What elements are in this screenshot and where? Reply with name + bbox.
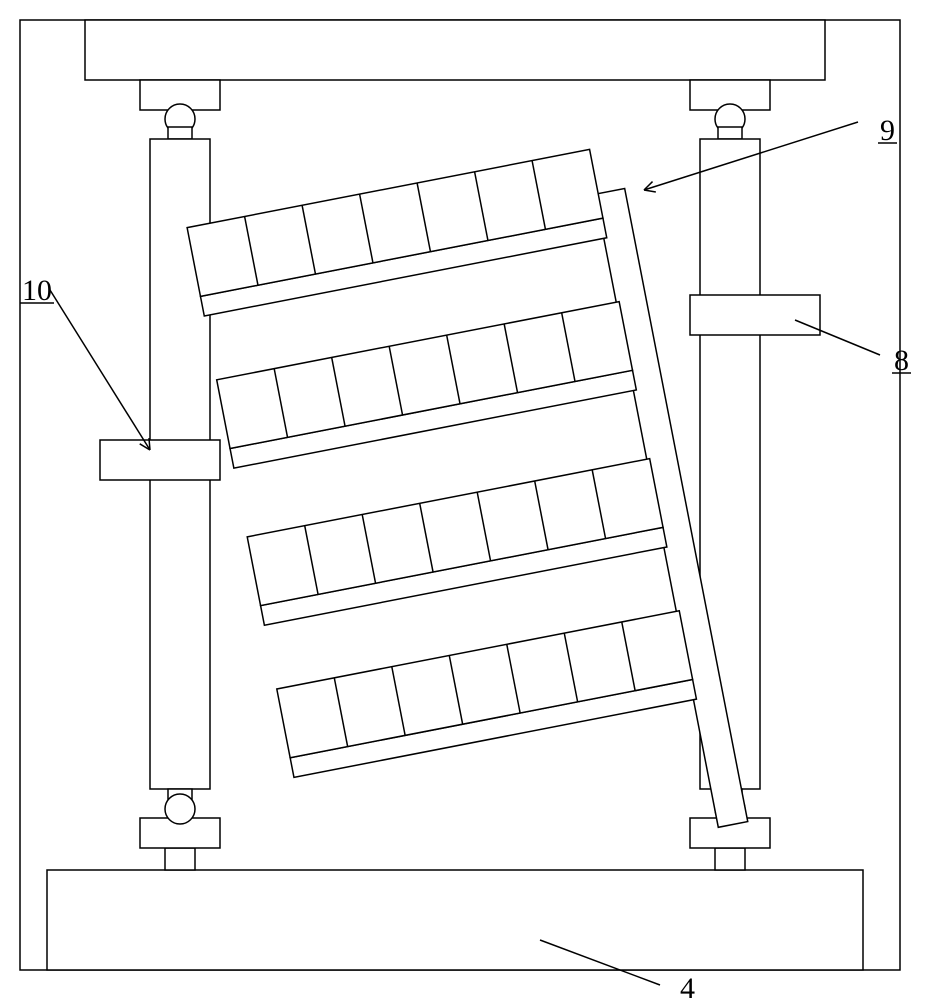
label-4: 4 <box>680 972 695 1000</box>
label-8: 8 <box>894 344 909 377</box>
tab-right-8 <box>690 295 820 335</box>
right-top-spacer <box>718 127 742 139</box>
left-top-spacer <box>168 127 192 139</box>
right-stub <box>715 848 745 870</box>
bottom-bar <box>47 870 863 970</box>
label-9: 9 <box>880 114 895 147</box>
mechanical-diagram: 9 8 10 4 <box>0 0 934 1000</box>
tab-left-10 <box>100 440 220 480</box>
left-stub <box>165 848 195 870</box>
top-bar <box>85 20 825 80</box>
label-10: 10 <box>22 274 52 307</box>
left-bottom-joint <box>165 794 195 824</box>
